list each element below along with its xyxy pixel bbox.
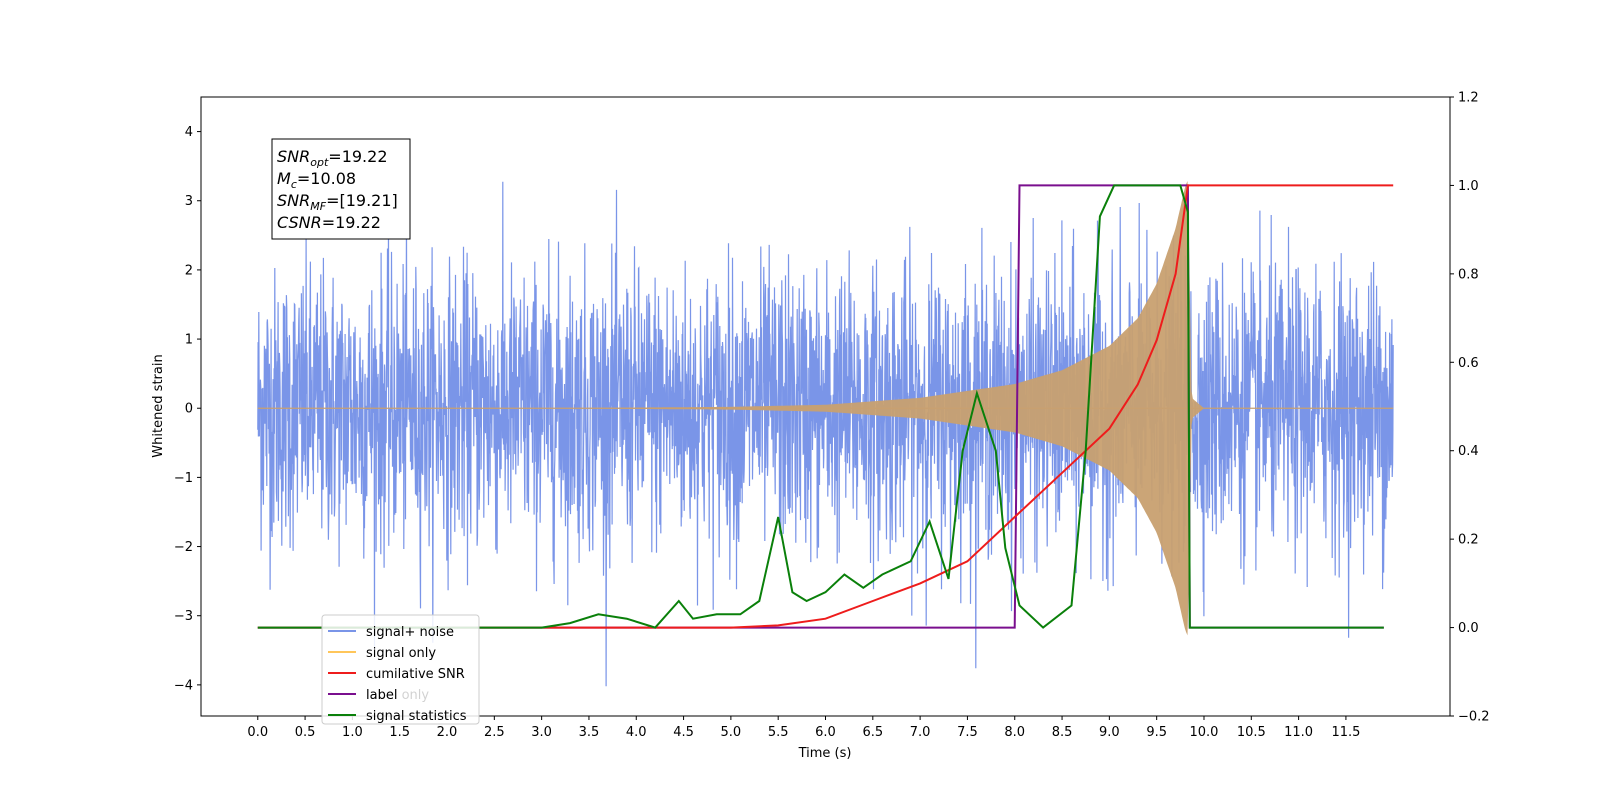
x-tick-label: 9.5 — [1146, 725, 1167, 740]
annotation-line: SNR — [277, 147, 310, 166]
x-tick-label: 0.0 — [247, 725, 268, 740]
y-tick-label: −1 — [174, 471, 193, 486]
annotation-line: CSNR — [277, 213, 322, 232]
y-tick-label: −2 — [174, 540, 193, 555]
x-tick-label: 7.5 — [957, 725, 978, 740]
x-tick-label: 5.0 — [721, 725, 742, 740]
x-tick-label: 6.5 — [862, 725, 883, 740]
legend: signal+ noise signal only cumilative SNR la… — [321, 614, 480, 725]
y2-tick-label: 0.0 — [1458, 621, 1479, 636]
x-tick-label: 5.5 — [768, 725, 789, 740]
y-tick-label: 2 — [185, 263, 193, 278]
x-tick-label: 11.0 — [1284, 725, 1313, 740]
x-axis: 0.0 0.5 1.0 1.5 2.0 2.5 3.0 3.5 4.0 4.5 5.0 5.5 6.0 6… — [247, 716, 1360, 740]
y-tick-label: 0 — [185, 402, 193, 417]
y-tick-label: 3 — [185, 194, 193, 209]
y2-tick-label: 0.4 — [1458, 444, 1479, 459]
x-tick-label: 8.5 — [1052, 725, 1073, 740]
x-tick-label: 2.0 — [437, 725, 458, 740]
y-axis-right: −0.2 0.0 0.2 0.4 0.6 0.8 1.0 1.2 — [1450, 91, 1490, 725]
legend-entry: label — [366, 688, 397, 703]
y2-tick-label: 0.6 — [1458, 356, 1479, 371]
x-tick-label: 7.0 — [910, 725, 931, 740]
annotation-box: SNRopt=19.22 Mc=10.08 SNRMF=[19.21] CSNR=19… — [271, 138, 411, 240]
x-tick-label: 4.5 — [673, 725, 694, 740]
x-tick-label: 1.0 — [342, 725, 363, 740]
legend-entry: signal statistics — [366, 709, 467, 724]
x-tick-label: 4.0 — [626, 725, 647, 740]
y2-tick-label: 1.0 — [1458, 179, 1479, 194]
y2-tick-label: 0.2 — [1458, 533, 1479, 548]
x-tick-label: 3.0 — [531, 725, 552, 740]
x-tick-label: 0.5 — [295, 725, 316, 740]
annotation-line: SNR — [277, 191, 310, 210]
x-tick-label: 1.5 — [389, 725, 410, 740]
x-tick-label: 3.5 — [579, 725, 600, 740]
y-tick-label: −4 — [174, 678, 193, 693]
x-tick-label: 2.5 — [484, 725, 505, 740]
legend-entry: cumilative SNR — [366, 667, 465, 682]
x-axis-label: Time (s) — [798, 746, 852, 761]
annotation-line: M — [277, 169, 291, 188]
y-tick-label: 1 — [185, 333, 193, 348]
legend-entry: signal only — [366, 646, 436, 661]
x-tick-label: 10.5 — [1237, 725, 1266, 740]
x-tick-label: 10.0 — [1190, 725, 1219, 740]
y-axis-label: Whitened strain — [151, 354, 166, 457]
x-tick-label: 6.0 — [815, 725, 836, 740]
legend-entry: signal+ noise — [366, 625, 454, 640]
series-signal-noise-line — [257, 181, 1394, 687]
y2-tick-label: 0.8 — [1458, 267, 1479, 282]
series-signal-statistics-line — [257, 184, 1384, 629]
y-tick-label: 4 — [185, 125, 193, 140]
y2-tick-label: −0.2 — [1458, 710, 1490, 725]
x-tick-label: 11.5 — [1331, 725, 1360, 740]
y-tick-label: −3 — [174, 609, 193, 624]
plot-area — [257, 181, 1394, 687]
series-cumilative-snr-line — [257, 184, 1394, 629]
legend-occluded-text: label only — [366, 688, 429, 703]
y2-tick-label: 1.2 — [1458, 91, 1479, 106]
y-axis-left: −4 −3 −2 −1 0 1 2 3 4 — [174, 125, 201, 693]
x-tick-label: 8.0 — [1004, 725, 1025, 740]
x-tick-label: 9.0 — [1099, 725, 1120, 740]
